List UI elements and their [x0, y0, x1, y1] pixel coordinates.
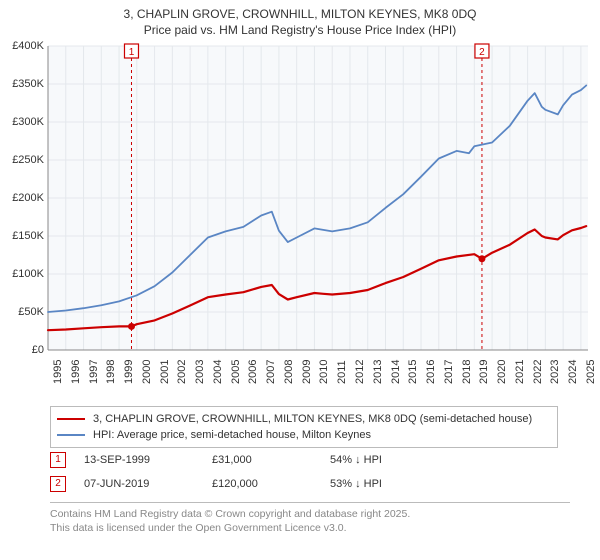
title-line2: Price paid vs. HM Land Registry's House …	[0, 22, 600, 38]
x-tick-label: 1996	[70, 360, 82, 384]
x-tick-label: 2018	[461, 360, 473, 384]
x-tick-label: 2005	[230, 360, 242, 384]
legend-swatch	[57, 418, 85, 421]
line-chart: 12	[0, 40, 600, 400]
x-tick-label: 2011	[336, 360, 348, 384]
x-tick-label: 1999	[123, 360, 135, 384]
title-line1: 3, CHAPLIN GROVE, CROWNHILL, MILTON KEYN…	[0, 6, 600, 22]
sale-date: 07-JUN-2019	[84, 478, 194, 490]
legend-label: HPI: Average price, semi-detached house,…	[93, 429, 371, 441]
sale-date: 13-SEP-1999	[84, 454, 194, 466]
x-tick-label: 2002	[176, 360, 188, 384]
x-tick-label: 2025	[585, 360, 597, 384]
x-tick-label: 1998	[105, 360, 117, 384]
x-tick-label: 2007	[265, 360, 277, 384]
x-tick-label: 2008	[283, 360, 295, 384]
x-tick-label: 2009	[301, 360, 313, 384]
x-tick-label: 2010	[318, 360, 330, 384]
x-tick-label: 2014	[390, 360, 402, 384]
x-tick-label: 2017	[443, 360, 455, 384]
x-tick-label: 2022	[532, 360, 544, 384]
x-tick-label: 2004	[212, 360, 224, 384]
chart-titles: 3, CHAPLIN GROVE, CROWNHILL, MILTON KEYN…	[0, 0, 600, 38]
y-tick-label: £150K	[0, 230, 44, 242]
x-tick-label: 2015	[407, 360, 419, 384]
y-tick-label: £100K	[0, 268, 44, 280]
svg-text:1: 1	[129, 47, 135, 58]
y-tick-label: £50K	[0, 306, 44, 318]
legend: 3, CHAPLIN GROVE, CROWNHILL, MILTON KEYN…	[50, 406, 558, 448]
sale-row: 2 07-JUN-2019 £120,000 53% ↓ HPI	[50, 472, 558, 496]
legend-item: 3, CHAPLIN GROVE, CROWNHILL, MILTON KEYN…	[57, 411, 551, 427]
x-tick-label: 2024	[567, 360, 579, 384]
y-tick-label: £350K	[0, 78, 44, 90]
chart-area: 12 £0£50K£100K£150K£200K£250K£300K£350K£…	[0, 40, 600, 400]
credits-line1: Contains HM Land Registry data © Crown c…	[50, 507, 570, 521]
x-tick-label: 2012	[354, 360, 366, 384]
sales-list: 1 13-SEP-1999 £31,000 54% ↓ HPI 2 07-JUN-2019…	[50, 448, 558, 496]
x-tick-label: 2016	[425, 360, 437, 384]
credits-line2: This data is licensed under the Open Gov…	[50, 521, 570, 535]
sale-row: 1 13-SEP-1999 £31,000 54% ↓ HPI	[50, 448, 558, 472]
x-tick-label: 2023	[549, 360, 561, 384]
credits: Contains HM Land Registry data © Crown c…	[50, 502, 570, 535]
sale-price: £120,000	[212, 478, 312, 490]
y-tick-label: £250K	[0, 154, 44, 166]
x-tick-label: 2001	[159, 360, 171, 384]
y-tick-label: £200K	[0, 192, 44, 204]
y-tick-label: £300K	[0, 116, 44, 128]
x-tick-label: 1995	[52, 360, 64, 384]
legend-item: HPI: Average price, semi-detached house,…	[57, 427, 551, 443]
svg-text:2: 2	[479, 47, 485, 58]
sale-diff: 54% ↓ HPI	[330, 454, 430, 466]
x-tick-label: 2020	[496, 360, 508, 384]
x-tick-label: 2000	[141, 360, 153, 384]
x-tick-label: 2021	[514, 360, 526, 384]
sale-price: £31,000	[212, 454, 312, 466]
legend-swatch	[57, 434, 85, 437]
x-tick-label: 2013	[372, 360, 384, 384]
sale-marker: 1	[50, 452, 66, 468]
y-tick-label: £400K	[0, 40, 44, 52]
x-tick-label: 2006	[247, 360, 259, 384]
x-tick-label: 2019	[478, 360, 490, 384]
x-tick-label: 2003	[194, 360, 206, 384]
sale-marker: 2	[50, 476, 66, 492]
sale-diff: 53% ↓ HPI	[330, 478, 430, 490]
y-tick-label: £0	[0, 344, 44, 356]
x-tick-label: 1997	[88, 360, 100, 384]
legend-label: 3, CHAPLIN GROVE, CROWNHILL, MILTON KEYN…	[93, 413, 532, 425]
